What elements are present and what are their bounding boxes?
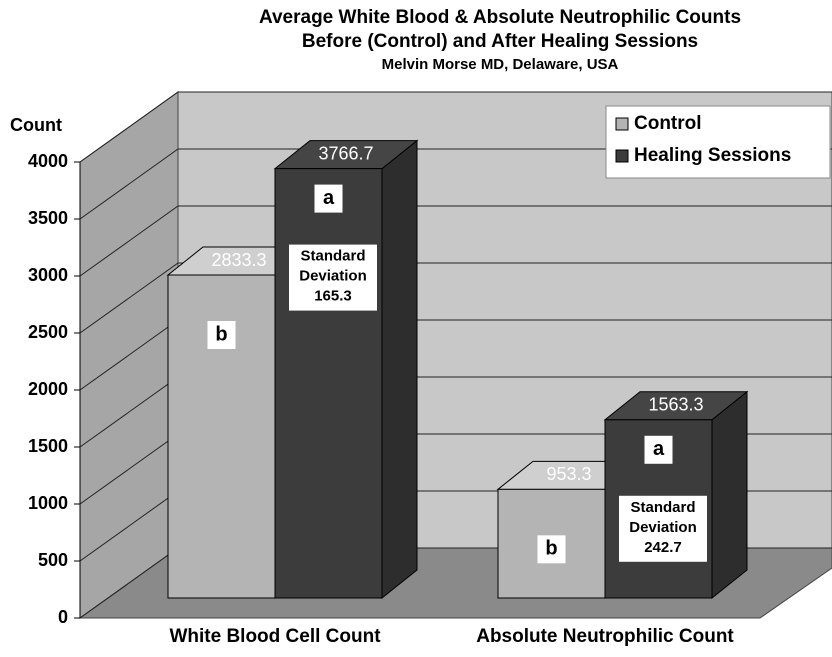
y-tick-label: 2500 [28, 322, 68, 342]
sd-box [619, 495, 707, 562]
bar [274, 168, 383, 599]
y-axis-label: Count [10, 115, 62, 135]
y-tick-label: 2000 [28, 379, 68, 399]
letter-box [314, 184, 343, 213]
grid-line [79, 262, 832, 334]
letter-box [537, 535, 566, 564]
letter-box [644, 435, 673, 464]
significance-letter: a [653, 438, 665, 460]
y-tick-label: 1000 [28, 493, 68, 513]
legend-box [605, 105, 831, 179]
grid-line [79, 91, 832, 163]
x-tick-label: Absolute Neutrophilic Count [476, 626, 734, 647]
significance-letter: b [545, 538, 557, 560]
value-label: 3766.7 [318, 143, 373, 163]
bar-side [381, 139, 418, 600]
sd-value: 165.3 [314, 288, 352, 305]
legend-swatch [615, 149, 629, 163]
significance-letter: a [323, 187, 335, 209]
sd-label: Deviation [299, 268, 367, 285]
y-tick-label: 4000 [28, 151, 68, 171]
sd-label: Standard [300, 248, 365, 265]
y-tick-label: 0 [58, 607, 68, 627]
y-tick-label: 500 [38, 550, 68, 570]
sd-label: Standard [630, 499, 695, 516]
chart-title: Before (Control) and After Healing Sessi… [302, 31, 698, 52]
bar-side [711, 390, 748, 600]
letter-box [207, 321, 236, 350]
value-label: 1563.3 [648, 395, 703, 415]
value-label: 953.3 [546, 464, 591, 484]
sd-value: 242.7 [644, 539, 682, 556]
legend-label: Healing Sessions [634, 145, 791, 166]
grid-line [79, 205, 832, 277]
significance-letter: b [215, 323, 227, 345]
legend-label: Control [634, 113, 702, 134]
chart-subtitle: Melvin Morse MD, Delaware, USA [382, 56, 619, 73]
y-tick-label: 1500 [28, 436, 68, 456]
y-tick-label: 3500 [28, 208, 68, 228]
chart-title: Average White Blood & Absolute Neutrophi… [259, 7, 741, 28]
legend-swatch [615, 117, 629, 131]
value-label: 2833.3 [211, 250, 266, 270]
y-tick-label: 3000 [28, 265, 68, 285]
sd-box [289, 244, 377, 311]
x-tick-label: White Blood Cell Count [169, 626, 381, 647]
sd-label: Deviation [629, 519, 697, 536]
